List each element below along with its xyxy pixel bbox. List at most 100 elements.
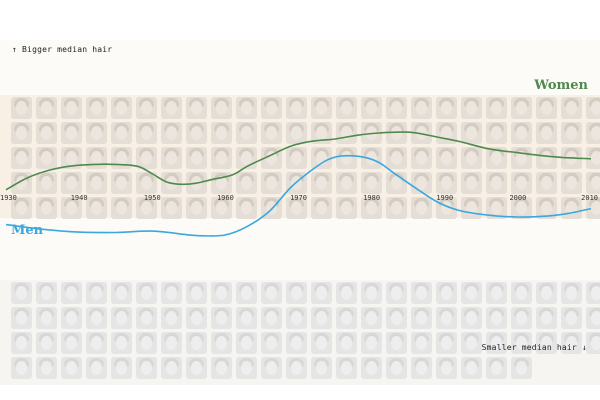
portrait-face (291, 336, 302, 350)
portrait-thumbnail (286, 147, 307, 169)
portrait-face (441, 176, 452, 190)
portrait-thumbnail (36, 172, 57, 194)
portrait-face (191, 101, 202, 115)
portrait-thumbnail (361, 282, 382, 304)
portrait-face (591, 151, 600, 165)
portrait-thumbnail (236, 332, 257, 354)
portrait-thumbnail (586, 282, 600, 304)
portrait-face (291, 201, 302, 215)
portrait-face (391, 201, 402, 215)
portrait-thumbnail (286, 357, 307, 379)
portrait-face (91, 286, 102, 300)
portrait-thumbnail (211, 357, 232, 379)
portrait-face (341, 176, 352, 190)
portrait-face (416, 336, 427, 350)
portrait-thumbnail (461, 172, 482, 194)
portrait-face (241, 336, 252, 350)
portrait-thumbnail (361, 332, 382, 354)
portrait-thumbnail (11, 147, 32, 169)
portrait-face (491, 126, 502, 140)
portrait-thumbnail (236, 197, 257, 219)
portrait-thumbnail (286, 197, 307, 219)
portrait-face (391, 311, 402, 325)
portrait-face (341, 201, 352, 215)
portrait-face (166, 126, 177, 140)
portrait-face (291, 311, 302, 325)
portrait-face (441, 126, 452, 140)
portrait-thumbnail (411, 282, 432, 304)
portrait-thumbnail (161, 357, 182, 379)
portrait-thumbnail (86, 172, 107, 194)
portrait-thumbnail (111, 307, 132, 329)
portrait-thumbnail (111, 357, 132, 379)
portrait-thumbnail (161, 197, 182, 219)
portrait-thumbnail (61, 197, 82, 219)
portrait-face (441, 101, 452, 115)
women-series-label: Women (533, 78, 588, 93)
portrait-thumbnail (286, 332, 307, 354)
portrait-thumbnail (461, 147, 482, 169)
portrait-face (191, 201, 202, 215)
portrait-face (341, 311, 352, 325)
portrait-thumbnail (336, 147, 357, 169)
portrait-thumbnail (61, 282, 82, 304)
portrait-thumbnail (461, 307, 482, 329)
portrait-face (141, 286, 152, 300)
portrait-face (241, 151, 252, 165)
portrait-face (466, 101, 477, 115)
portrait-thumbnail (361, 147, 382, 169)
portrait-thumbnail (236, 307, 257, 329)
portrait-thumbnail (36, 97, 57, 119)
portrait-face (441, 311, 452, 325)
portrait-face (341, 336, 352, 350)
portrait-face (366, 176, 377, 190)
portrait-face (241, 126, 252, 140)
portrait-thumbnail (436, 197, 457, 219)
men-photo-grid (0, 280, 600, 385)
portrait-thumbnail (536, 122, 557, 144)
portrait-thumbnail (561, 172, 582, 194)
portrait-face (116, 101, 127, 115)
portrait-face (91, 311, 102, 325)
portrait-face (216, 176, 227, 190)
portrait-thumbnail (511, 332, 532, 354)
portrait-face (516, 286, 527, 300)
portrait-thumbnail (161, 307, 182, 329)
portrait-face (366, 201, 377, 215)
portrait-thumbnail (311, 307, 332, 329)
portrait-thumbnail (136, 122, 157, 144)
portrait-thumbnail (511, 307, 532, 329)
portrait-face (216, 336, 227, 350)
portrait-face (66, 176, 77, 190)
portrait-face (241, 311, 252, 325)
portrait-thumbnail (36, 122, 57, 144)
portrait-thumbnail (111, 147, 132, 169)
bigger-hair-label: ↑ Bigger median hair (12, 45, 113, 54)
portrait-face (366, 336, 377, 350)
portrait-thumbnail (136, 357, 157, 379)
portrait-face (341, 126, 352, 140)
portrait-face (141, 361, 152, 375)
portrait-face (191, 311, 202, 325)
portrait-thumbnail (386, 197, 407, 219)
portrait-thumbnail (161, 332, 182, 354)
portrait-face (41, 176, 52, 190)
portrait-thumbnail (186, 197, 207, 219)
portrait-face (516, 176, 527, 190)
portrait-face (491, 336, 502, 350)
portrait-face (91, 151, 102, 165)
portrait-thumbnail (11, 357, 32, 379)
portrait-thumbnail (61, 307, 82, 329)
portrait-thumbnail (536, 332, 557, 354)
portrait-face (41, 286, 52, 300)
portrait-face (166, 361, 177, 375)
portrait-face (441, 361, 452, 375)
portrait-face (516, 101, 527, 115)
portrait-face (116, 126, 127, 140)
portrait-thumbnail (186, 122, 207, 144)
portrait-thumbnail (561, 282, 582, 304)
portrait-thumbnail (236, 122, 257, 144)
portrait-thumbnail (136, 147, 157, 169)
portrait-thumbnail (186, 147, 207, 169)
portrait-thumbnail (211, 147, 232, 169)
